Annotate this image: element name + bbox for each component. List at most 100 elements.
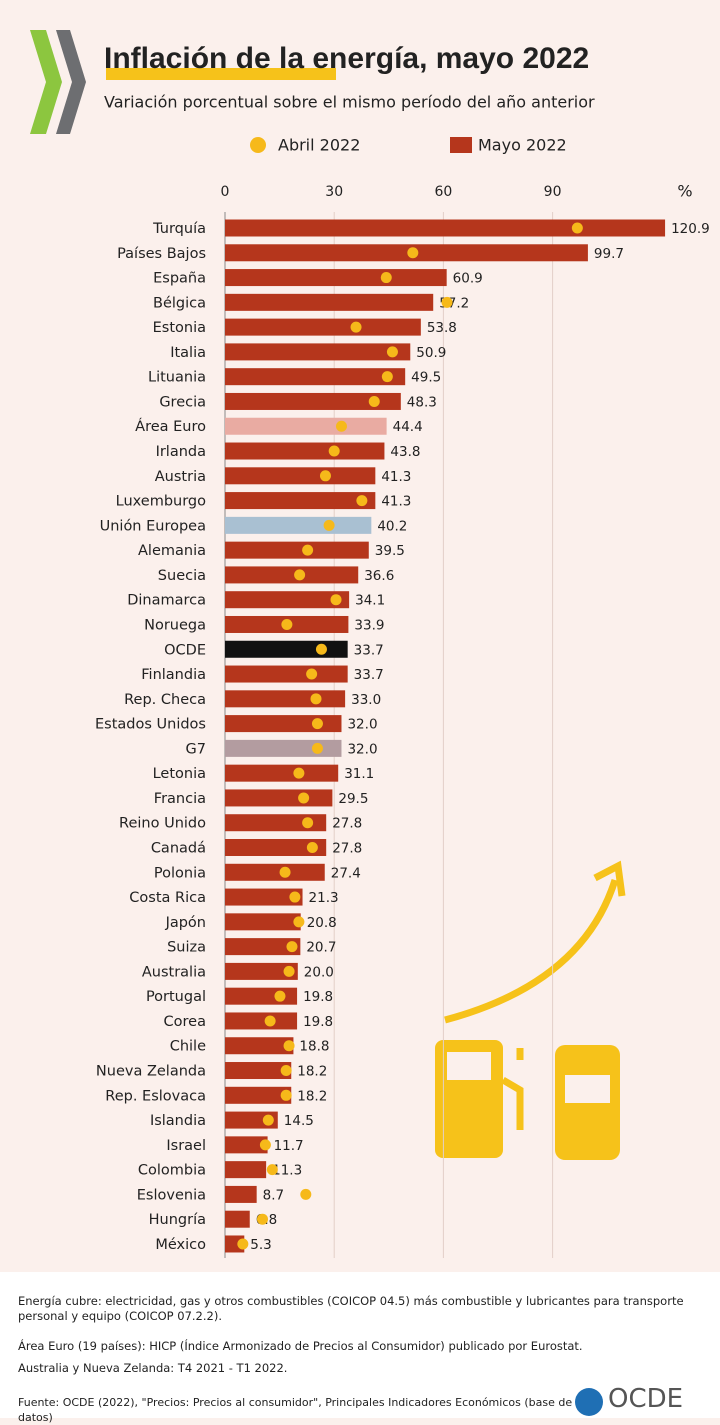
dot <box>381 371 393 383</box>
y-tick-label: Rep. Eslovaca <box>105 1088 206 1104</box>
value-label: 19.8 <box>303 989 333 1005</box>
bar <box>225 368 406 386</box>
bar <box>225 392 401 410</box>
y-tick-label: Dinamarca <box>127 593 206 609</box>
y-tick-label: G7 <box>186 741 206 757</box>
bar <box>225 1037 294 1055</box>
bar <box>225 1210 250 1228</box>
dot <box>293 916 305 928</box>
dot <box>319 470 331 482</box>
y-tick-label: Colombia <box>138 1163 206 1179</box>
value-label: 11.3 <box>272 1163 302 1179</box>
logo-globe <box>575 1388 603 1416</box>
chart-title: Inflación de la energía, mayo 2022 <box>104 42 589 75</box>
value-label: 41.3 <box>381 469 411 485</box>
logo-mark <box>30 30 62 134</box>
dot <box>264 1015 276 1027</box>
dot <box>380 272 392 284</box>
y-tick-label: Rep. Checa <box>124 692 206 708</box>
bar <box>225 1086 292 1104</box>
dot <box>237 1238 249 1250</box>
dot <box>441 296 453 308</box>
dot <box>311 718 323 730</box>
bar <box>225 888 303 906</box>
value-label: 53.8 <box>427 320 457 336</box>
dot <box>298 792 310 804</box>
note: Área Euro (19 países): HICP (Índice Armo… <box>18 1339 583 1353</box>
value-label: 19.8 <box>303 1014 333 1030</box>
bar <box>225 566 359 584</box>
value-label: 32.0 <box>347 741 377 757</box>
value-label: 20.8 <box>307 915 337 931</box>
dot <box>286 941 298 953</box>
y-tick-label: Finlandia <box>141 667 206 683</box>
fuel-icon <box>435 860 626 1160</box>
dot <box>328 445 340 457</box>
dot <box>281 618 293 630</box>
bar <box>225 417 387 435</box>
bar <box>225 789 333 807</box>
bar <box>225 244 588 262</box>
value-label: 20.0 <box>304 964 334 980</box>
bar <box>225 863 325 881</box>
dot <box>256 1213 268 1225</box>
note: Energía cubre: electricidad, gas y otros… <box>18 1294 684 1323</box>
bar <box>225 516 372 534</box>
bar <box>225 219 666 237</box>
dot <box>283 1040 295 1052</box>
bar <box>225 293 434 311</box>
bar <box>225 640 348 658</box>
dot <box>335 420 347 432</box>
y-tick-label: Países Bajos <box>117 246 206 262</box>
dot <box>386 346 398 358</box>
y-tick-label: España <box>153 271 206 287</box>
dot <box>302 817 314 829</box>
bar <box>225 442 385 460</box>
value-label: 60.9 <box>453 271 483 287</box>
value-label: 49.5 <box>411 370 441 386</box>
value-label: 18.8 <box>299 1039 329 1055</box>
y-tick-label: Nueva Zelanda <box>96 1064 206 1080</box>
y-tick-label: Lituania <box>148 370 206 386</box>
y-tick-label: Japón <box>165 915 206 931</box>
dot <box>280 1065 292 1077</box>
bar <box>225 269 447 287</box>
y-tick-label: Luxemburgo <box>116 494 206 510</box>
y-tick-label: Australia <box>142 964 206 980</box>
dot <box>368 395 380 407</box>
dot <box>274 990 286 1002</box>
dot <box>279 866 291 878</box>
y-tick-label: Eslovenia <box>137 1187 206 1203</box>
dot <box>350 321 362 333</box>
y-tick-label: Unión Europea <box>100 518 206 534</box>
bar <box>225 739 342 757</box>
y-tick-label: Hungría <box>149 1212 206 1228</box>
x-tick-label: 90 <box>544 184 562 200</box>
dot <box>280 1089 292 1101</box>
y-tick-label: México <box>155 1237 206 1253</box>
value-label: 33.7 <box>354 642 384 658</box>
logo-text: OCDE <box>608 1384 684 1414</box>
dot <box>306 842 318 853</box>
value-label: 14.5 <box>284 1113 314 1129</box>
y-tick-label: Austria <box>155 469 206 485</box>
dot <box>300 1188 312 1200</box>
dot <box>356 495 368 507</box>
bar <box>225 839 327 856</box>
y-tick-label: Bélgica <box>153 295 206 311</box>
bar <box>225 1185 257 1203</box>
value-label: 39.5 <box>375 543 405 559</box>
value-label: 32.0 <box>347 717 377 733</box>
value-label: 8.7 <box>263 1187 284 1203</box>
bar <box>225 938 301 956</box>
bar <box>225 913 301 931</box>
y-tick-label: Estonia <box>153 320 206 336</box>
y-tick-label: Reino Unido <box>119 816 206 832</box>
y-tick-label: Letonia <box>153 766 206 782</box>
value-label: 18.2 <box>297 1088 327 1104</box>
value-label: 21.3 <box>309 890 339 906</box>
y-tick-label: Suecia <box>158 568 206 584</box>
bar <box>225 715 342 733</box>
value-label: 40.2 <box>377 518 407 534</box>
